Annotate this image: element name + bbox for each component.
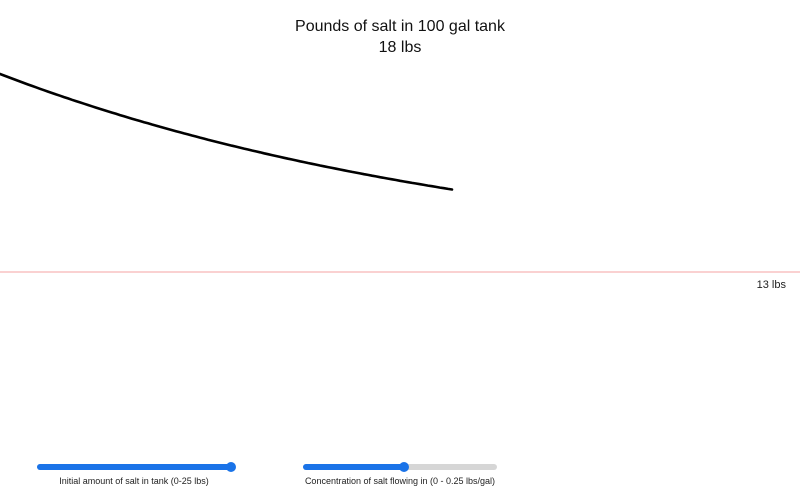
- initial-amount-slider-thumb[interactable]: [226, 462, 236, 472]
- initial-amount-label: Initial amount of salt in tank (0-25 lbs…: [59, 476, 209, 486]
- concentration-slider[interactable]: [303, 462, 497, 472]
- current-salt-readout: 18 lbs: [378, 39, 422, 56]
- initial-amount-slider[interactable]: [37, 462, 236, 472]
- concentration-control: Concentration of salt flowing in (0 - 0.…: [303, 462, 497, 486]
- salt-curve: [0, 72, 454, 191]
- initial-amount-slider-fill: [37, 464, 231, 470]
- concentration-label: Concentration of salt flowing in (0 - 0.…: [304, 476, 496, 486]
- page-title: Pounds of salt in 100 gal tank: [295, 18, 505, 35]
- concentration-slider-fill: [303, 464, 404, 470]
- concentration-slider-thumb[interactable]: [398, 462, 409, 472]
- equilibrium-label: 13 lbs: [756, 279, 786, 291]
- initial-amount-control: Initial amount of salt in tank (0-25 lbs…: [37, 462, 236, 486]
